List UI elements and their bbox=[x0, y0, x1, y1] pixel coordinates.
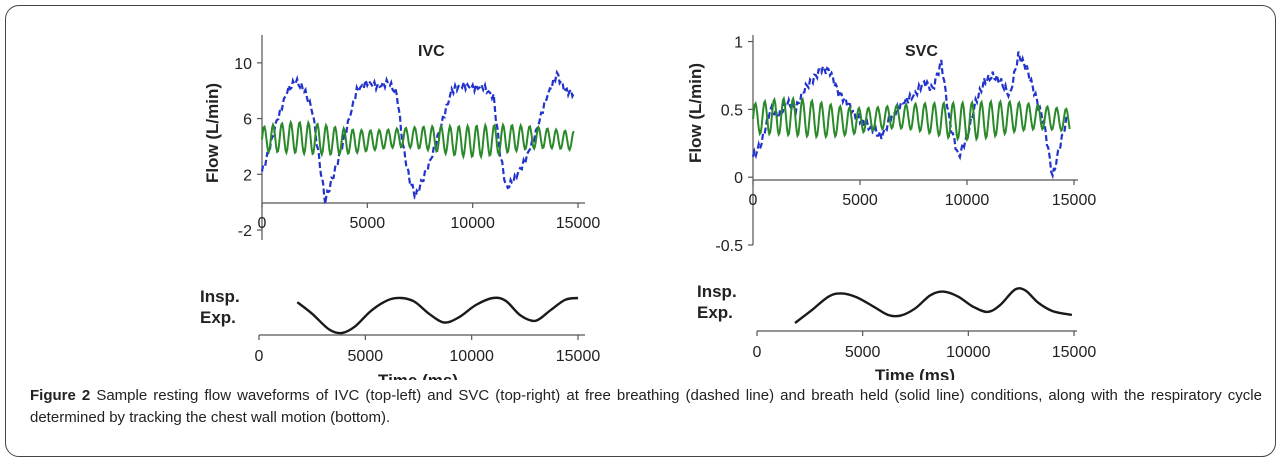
y-tick-label: 10 bbox=[234, 56, 252, 73]
free-breathing-series bbox=[260, 69, 575, 205]
ivc-resp-insp-label: Insp. bbox=[200, 287, 240, 306]
y-tick-label: 6 bbox=[243, 112, 252, 129]
x-tick-label: 5000 bbox=[845, 344, 881, 361]
svc-flow-chart: SVC Flow (L/min) -0.5 0 0.5 1 0 5000 10000 1500… bbox=[686, 35, 1096, 255]
svc-resp-x-label: Time (ms) bbox=[875, 366, 955, 380]
y-tick-label: -2 bbox=[238, 223, 252, 240]
breath-held-series bbox=[261, 119, 575, 161]
ivc-resp-x-label: Time (ms) bbox=[378, 371, 458, 380]
x-tick-label: 5000 bbox=[842, 192, 878, 209]
x-tick-label: 15000 bbox=[1052, 192, 1097, 209]
ivc-resp-exp-label: Exp. bbox=[200, 308, 236, 327]
x-tick-label: 15000 bbox=[556, 215, 601, 232]
respiratory-cycle-series bbox=[296, 296, 579, 335]
y-tick-label: 1 bbox=[734, 35, 743, 52]
ivc-title: IVC bbox=[418, 43, 445, 60]
ivc-resp-chart: Insp. Exp. Time (ms) 0 5000 10000 15000 bbox=[200, 287, 600, 380]
x-tick-label: 10000 bbox=[450, 215, 495, 232]
svc-resp-insp-label: Insp. bbox=[697, 282, 737, 301]
y-tick-label: 2 bbox=[243, 167, 252, 184]
svc-title: SVC bbox=[905, 43, 938, 60]
ivc-flow-chart: IVC Flow (L/min) -2 2 6 10 0 5000 10000 15000 bbox=[203, 35, 600, 240]
figure-caption: Figure 2 Sample resting flow waveforms o… bbox=[30, 385, 1262, 429]
caption-label: Figure 2 bbox=[30, 387, 91, 404]
caption-text: Sample resting flow waveforms of IVC (to… bbox=[30, 387, 1262, 426]
y-tick-label: 0.5 bbox=[721, 102, 743, 119]
x-tick-label: 0 bbox=[258, 215, 267, 232]
x-tick-label: 0 bbox=[749, 192, 758, 209]
x-tick-label: 10000 bbox=[945, 192, 990, 209]
figure-frame bbox=[5, 5, 1276, 457]
y-tick-label: 0 bbox=[734, 170, 743, 187]
x-tick-label: 15000 bbox=[556, 348, 601, 365]
x-tick-label: 5000 bbox=[348, 348, 384, 365]
x-tick-label: 10000 bbox=[946, 344, 991, 361]
ivc-y-label: Flow (L/min) bbox=[203, 83, 222, 183]
x-tick-label: 15000 bbox=[1052, 344, 1097, 361]
breath-held-series bbox=[752, 95, 1071, 143]
y-tick-label: -0.5 bbox=[715, 238, 743, 255]
x-tick-label: 0 bbox=[753, 344, 762, 361]
free-breathing-series bbox=[751, 51, 1069, 180]
x-tick-label: 0 bbox=[255, 348, 264, 365]
respiratory-cycle-series bbox=[794, 287, 1073, 324]
x-tick-label: 5000 bbox=[350, 215, 386, 232]
x-tick-label: 10000 bbox=[449, 348, 494, 365]
svc-resp-exp-label: Exp. bbox=[697, 303, 733, 322]
svc-resp-chart: Insp. Exp. Time (ms) 0 5000 10000 15000 bbox=[697, 282, 1096, 380]
svc-y-label: Flow (L/min) bbox=[686, 63, 705, 163]
